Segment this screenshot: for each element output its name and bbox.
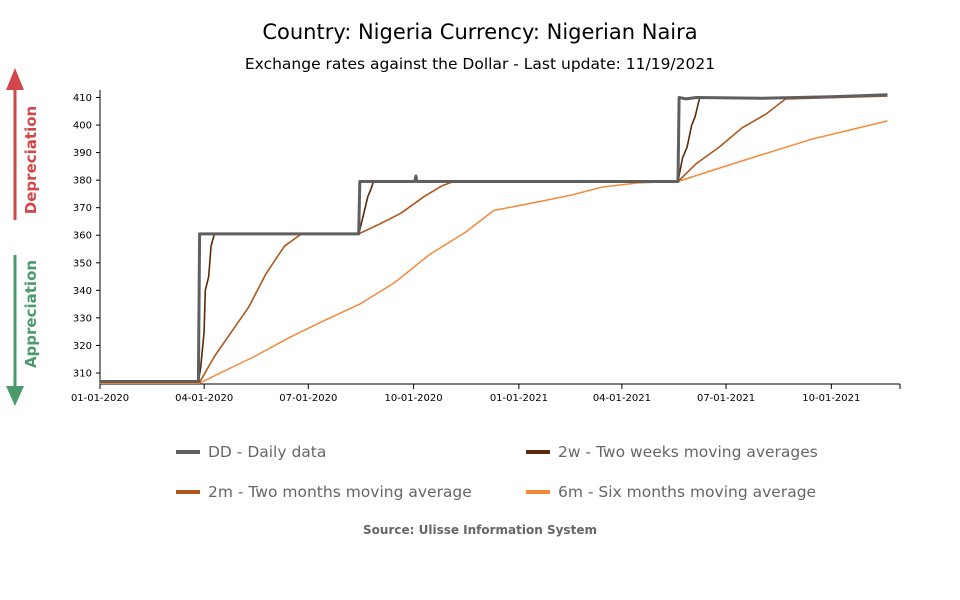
y-tick-label: 310 [73, 368, 92, 379]
series-lines [100, 93, 888, 384]
y-tick-label: 370 [73, 203, 92, 214]
y-tick-label: 340 [73, 286, 92, 297]
x-tick-label: 01-01-2020 [71, 393, 129, 404]
x-tick-label: 07-01-2021 [697, 393, 755, 404]
source-note: Source: Ulisse Information System [363, 523, 597, 537]
y-tick-label: 360 [73, 231, 92, 242]
legend-item-daily: DD - Daily data [176, 443, 326, 461]
axes: 01-01-2020 04-01-2020 07-01-2020 10-01-2020… [71, 90, 901, 404]
legend-label: DD - Daily data [208, 443, 327, 461]
legend-swatch [176, 450, 200, 454]
legend-label: 2w - Two weeks moving averages [558, 443, 818, 461]
legend-swatch [526, 490, 550, 494]
y-tick-label: 320 [73, 341, 92, 352]
y-tick-label: 390 [73, 148, 92, 159]
legend-item-2m: 2m - Two months moving average [176, 483, 472, 501]
y-tick-label: 410 [73, 93, 92, 104]
series-line [100, 120, 888, 384]
x-tick-label: 04-01-2020 [175, 393, 233, 404]
x-tick-label: 10-01-2021 [802, 393, 860, 404]
y-tick-label: 330 [73, 313, 92, 324]
legend-item-6m: 6m - Six months moving average [526, 483, 816, 501]
legend-item-2w: 2w - Two weeks moving averages [526, 443, 818, 461]
series-line [100, 95, 888, 384]
depreciation-arrow-head [6, 68, 24, 90]
depreciation-indicator: Depreciation [6, 68, 40, 220]
appreciation-label: Appreciation [22, 260, 40, 368]
y-tick-label: 380 [73, 176, 92, 187]
series-line [100, 93, 888, 383]
appreciation-indicator: Appreciation [6, 255, 40, 406]
y-tick-label: 400 [73, 121, 92, 132]
y-tick-label: 350 [73, 258, 92, 269]
legend-label: 6m - Six months moving average [558, 483, 817, 501]
chart-subtitle: Exchange rates against the Dollar - Last… [244, 55, 716, 73]
x-tick-label: 10-01-2020 [385, 393, 443, 404]
x-tick-label: 01-01-2021 [490, 393, 548, 404]
legend-swatch [526, 450, 550, 454]
legend-label: 2m - Two months moving average [208, 483, 472, 501]
depreciation-label: Depreciation [22, 106, 40, 214]
appreciation-arrow-head [6, 386, 24, 406]
x-tick-label: 04-01-2021 [593, 393, 651, 404]
chart-title: Country: Nigeria Currency: Nigerian Nair… [262, 20, 698, 44]
legend-swatch [176, 490, 200, 494]
series-line [100, 94, 888, 383]
x-tick-label: 07-01-2020 [279, 393, 337, 404]
